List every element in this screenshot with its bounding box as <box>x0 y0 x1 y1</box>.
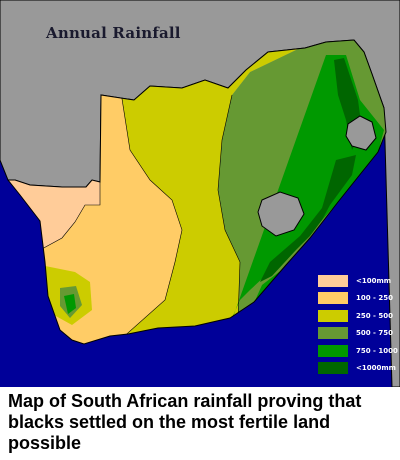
zone-boundary <box>39 150 101 251</box>
legend-swatch <box>318 344 348 357</box>
zone-rainfall-over-1000mm-coast <box>260 155 356 282</box>
zone-rainfall-250-500 <box>120 40 330 340</box>
legend-swatch <box>318 309 348 322</box>
south-africa-outline <box>6 39 387 345</box>
legend-item: 100 - 250 <box>318 290 394 308</box>
legend-item: <1000mm <box>318 360 396 378</box>
rainfall-legend: <100mm 100 - 250 250 - 500 500 - 750 750 - 1… <box>318 272 398 378</box>
legend-swatch <box>318 362 348 375</box>
legend-label: <100mm <box>356 276 392 285</box>
legend-item: 250 - 500 <box>318 307 394 325</box>
zone-rainfall-750-1000-cape <box>64 294 76 314</box>
legend-label: 500 - 750 <box>356 329 394 338</box>
zone-boundary <box>217 94 241 321</box>
legend-label: 100 - 250 <box>356 294 394 303</box>
legend-label: 250 - 500 <box>356 311 394 320</box>
legend-swatch <box>318 274 348 287</box>
image-caption: Map of South African rainfall proving th… <box>8 391 362 453</box>
rainfall-map: Annual Rainfall <100mm 100 - 250 250 - 500… <box>0 0 400 387</box>
lesotho <box>257 191 305 237</box>
legend-item: 750 - 1000 <box>318 342 398 360</box>
zone-boundary <box>119 85 183 341</box>
legend-label: 750 - 1000 <box>356 346 398 355</box>
legend-swatch <box>318 292 348 305</box>
legend-swatch <box>318 327 348 340</box>
rainfall-map-graphic <box>0 0 400 387</box>
legend-item: 500 - 750 <box>318 325 394 343</box>
legend-item: <100mm <box>318 272 394 290</box>
swaziland <box>345 115 377 151</box>
map-title: Annual Rainfall <box>46 24 181 42</box>
legend-label: <1000mm <box>356 364 396 373</box>
